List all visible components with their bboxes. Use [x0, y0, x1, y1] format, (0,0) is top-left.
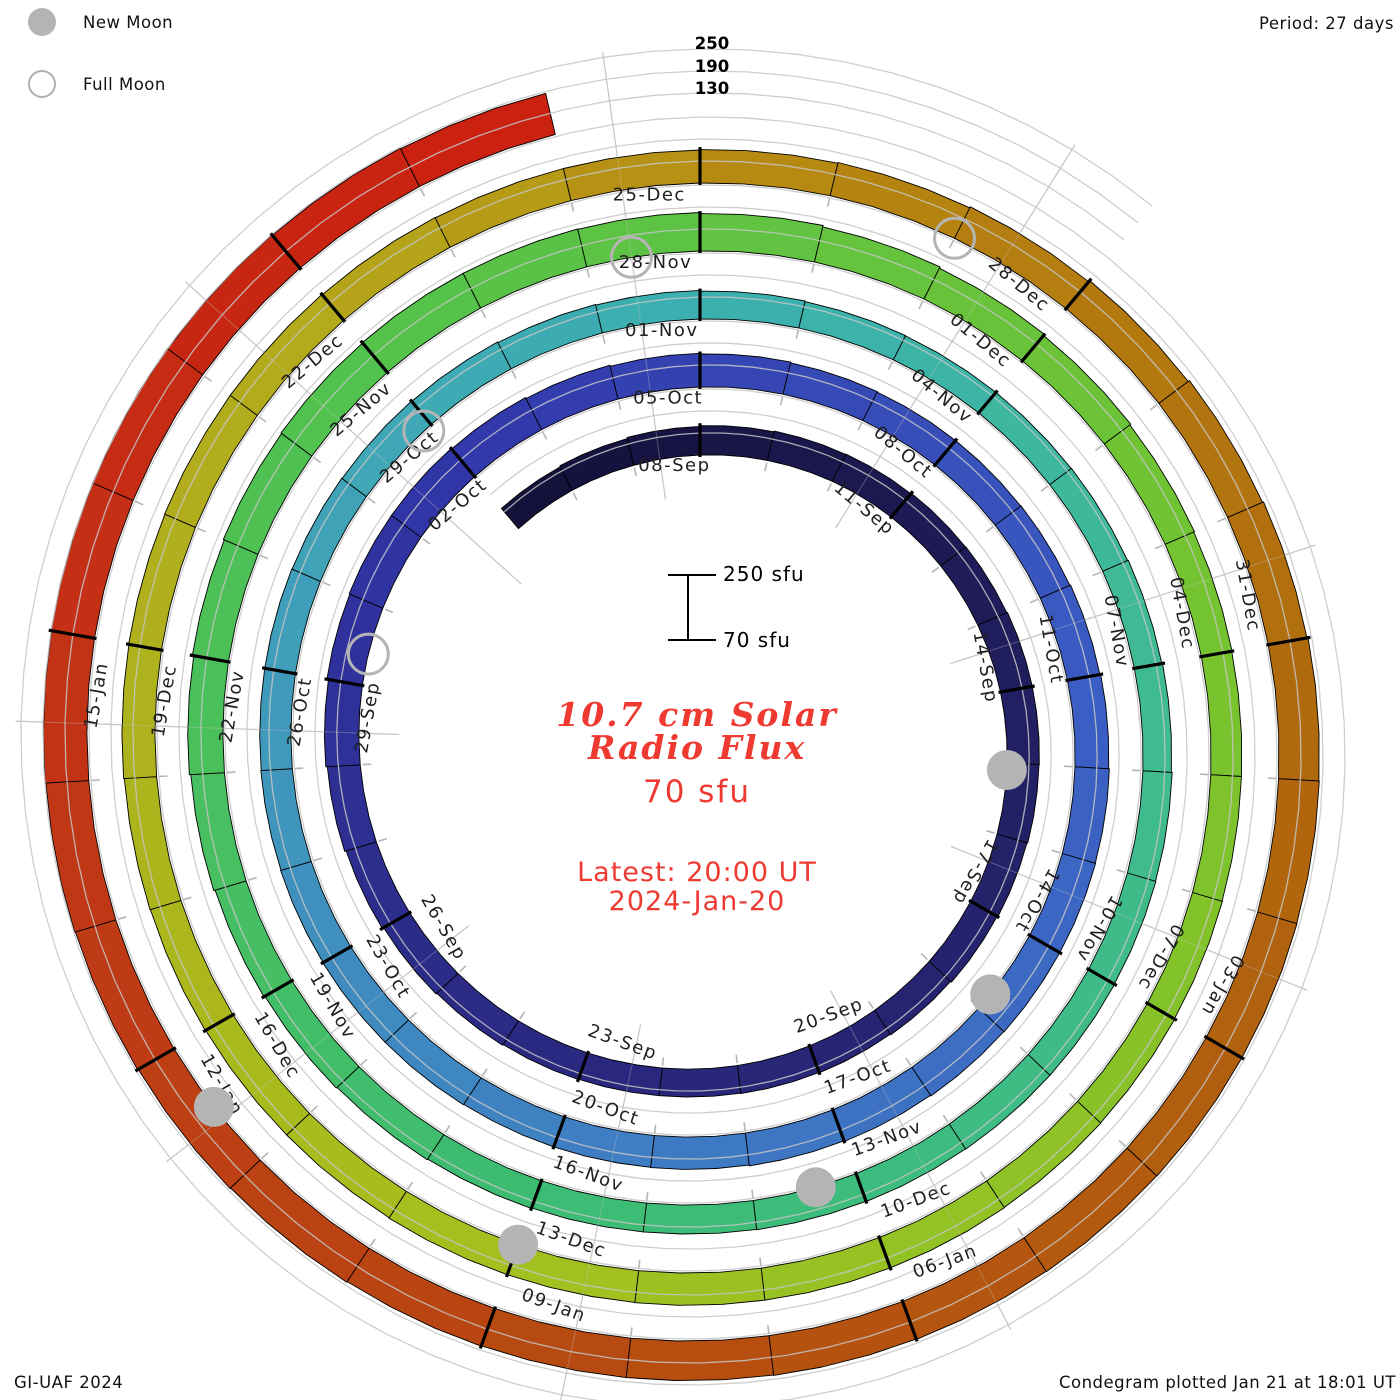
legend-item-full-moon: Full Moon: [28, 68, 173, 100]
full-moon-marker: [402, 409, 446, 453]
full-moon-marker: [933, 216, 976, 260]
daily-ticks: [91, 188, 1277, 1336]
date-label: 25-Dec: [613, 184, 686, 205]
date-label: 05-Oct: [633, 388, 703, 409]
new-moon-marker: [795, 1167, 836, 1208]
latest-time: Latest: 20:00 UT: [577, 857, 817, 888]
radial-gridlines-overlay: [15, 51, 1316, 1400]
radial-tick-250: 250: [694, 34, 730, 53]
new-moon-marker: [970, 974, 1011, 1015]
legend-item-new-moon: New Moon: [28, 6, 173, 38]
chart-title-line1: 10.7 cm Solar: [556, 695, 838, 734]
radial-tick-130: 130: [694, 79, 730, 98]
new-moon-marker: [986, 750, 1027, 790]
scale-bar-max-label: 250 sfu: [723, 562, 805, 586]
date-label: 08-Sep: [638, 455, 710, 476]
spiral-flux-gridlines: [20, 48, 1346, 1400]
new-moon-marker: [498, 1224, 539, 1265]
scale-bar-min-label: 70 sfu: [723, 628, 791, 652]
latest-date: 2024-Jan-20: [608, 886, 786, 917]
credit-label: GI-UAF 2024: [14, 1373, 124, 1392]
moon-legend: New Moon Full Moon: [28, 6, 173, 130]
current-flux-value: 70 sfu: [642, 774, 751, 810]
date-label: 01-Nov: [625, 320, 699, 341]
date-label: 28-Nov: [619, 252, 693, 273]
period-label: Period: 27 days: [1259, 14, 1394, 33]
new-moon-label: New Moon: [83, 12, 174, 32]
full-moon-label: Full Moon: [83, 74, 166, 94]
plotted-timestamp-label: Condegram plotted Jan 21 at 18:01 UT: [1058, 1373, 1396, 1392]
radial-tick-190: 190: [694, 56, 730, 76]
full-moon-icon: [28, 70, 56, 98]
full-moon-marker: [610, 235, 653, 279]
full-moon-marker: [346, 632, 390, 676]
flux-scale-bar: 250 sfu 70 sfu: [668, 562, 805, 652]
latest-observation: Latest: 20:00 UT 2024-Jan-20: [347, 858, 1047, 916]
chart-title: 10.7 cm Solar Radio Flux: [347, 698, 1047, 764]
radial-axis-tick-labels: 250 190 130: [695, 33, 729, 101]
moon-markers: [193, 216, 1027, 1265]
new-moon-icon: [28, 8, 56, 36]
new-moon-marker: [193, 1086, 234, 1127]
chart-title-line2: Radio Flux: [587, 728, 807, 767]
